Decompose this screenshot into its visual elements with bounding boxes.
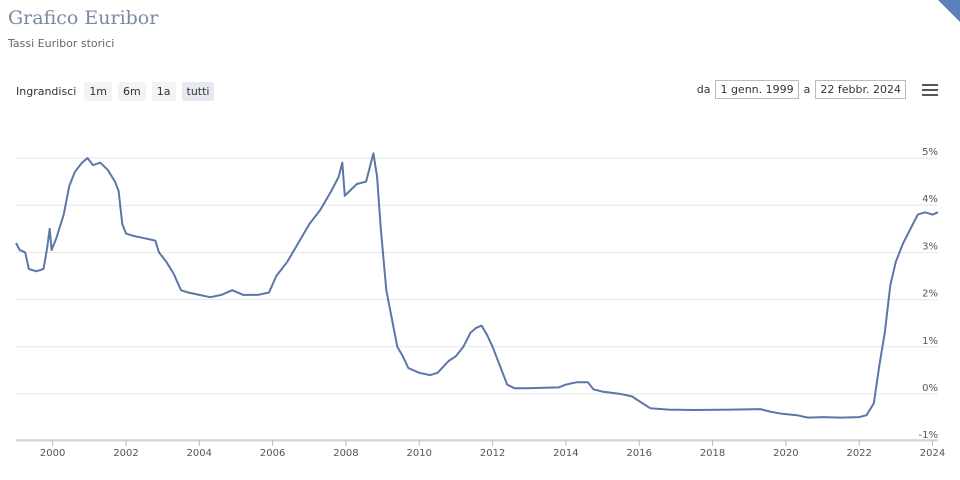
- zoom-label: Ingrandisci: [16, 85, 77, 98]
- x-tick-label: 2018: [700, 448, 725, 459]
- chart-title: Grafico Euribor: [8, 7, 159, 29]
- chart-subtitle: Tassi Euribor storici: [8, 37, 115, 50]
- y-tick-label: 1%: [922, 336, 938, 347]
- range-to-input[interactable]: 22 febbr. 2024: [815, 80, 906, 99]
- range-from-input[interactable]: 1 genn. 1999: [715, 80, 799, 99]
- y-tick-label: 4%: [922, 194, 938, 205]
- x-tick-label: 2006: [260, 448, 285, 459]
- range-to-label: a: [803, 83, 811, 96]
- range-from-label: da: [696, 83, 711, 96]
- y-tick-label: 2%: [922, 289, 938, 300]
- x-tick-label: 2002: [113, 448, 138, 459]
- date-range: da 1 genn. 1999 a 22 febbr. 2024: [692, 80, 906, 99]
- x-tick-label: 2008: [333, 448, 358, 459]
- y-tick-label: 0%: [922, 383, 938, 394]
- x-tick-label: 2020: [773, 448, 798, 459]
- x-tick-label: 2000: [40, 448, 65, 459]
- grid-lines: [16, 157, 938, 442]
- zoom-all-button[interactable]: tutti: [181, 82, 215, 101]
- zoom-1m-button[interactable]: 1m: [84, 82, 113, 101]
- x-tick-label: 2010: [407, 448, 432, 459]
- x-tick-label: 2024: [920, 448, 945, 459]
- zoom-bar: Ingrandisci 1m 6m 1a tutti: [16, 82, 220, 101]
- chart-menu-icon[interactable]: [922, 84, 938, 99]
- y-tick-label: -1%: [919, 430, 938, 441]
- x-tick-label: 2022: [846, 448, 871, 459]
- x-tick-label: 2004: [187, 448, 212, 459]
- x-tick-label: 2016: [626, 448, 651, 459]
- zoom-1y-button[interactable]: 1a: [151, 82, 176, 101]
- x-tick-label: 2014: [553, 448, 578, 459]
- x-axis-ticks: 2000 2002 2004 2006 2008 2010 2012 2014 2016 2018…: [40, 440, 945, 459]
- y-tick-label: 3%: [922, 241, 938, 252]
- series-line: [15, 152, 939, 419]
- zoom-6m-button[interactable]: 6m: [118, 82, 146, 101]
- y-tick-label: 5%: [922, 147, 938, 158]
- x-tick-label: 2012: [480, 448, 505, 459]
- corner-flag-icon: [938, 0, 960, 22]
- y-axis-ticks: 5% 4% 3% 2% 1% 0% -1%: [919, 147, 938, 441]
